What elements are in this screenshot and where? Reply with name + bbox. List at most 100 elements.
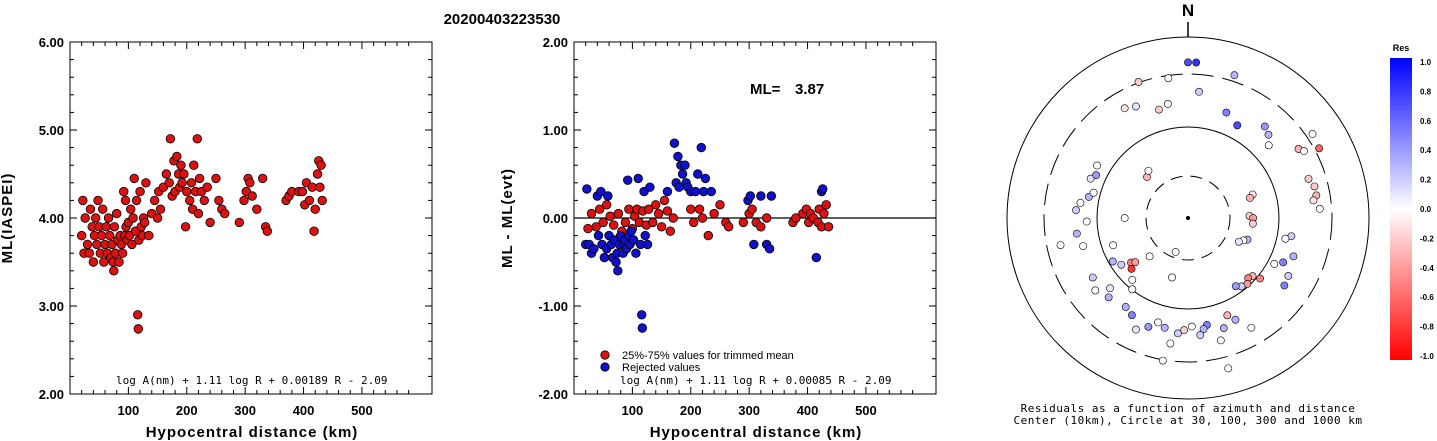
plot1-xtick-label: 400: [293, 403, 315, 418]
plot2-data-point: [706, 186, 716, 197]
plot1-data-point: [161, 169, 172, 179]
station-marker: [1260, 122, 1269, 131]
plot1-y-axis-label: ML(IASPEI): [0, 173, 16, 264]
station-marker: [1192, 58, 1201, 67]
plot1-data-point: [82, 239, 93, 250]
azimuth-map: N Residuals as a function of azimuth and…: [1006, 1, 1370, 427]
station-marker: [1127, 311, 1136, 320]
station-marker: [1279, 258, 1288, 267]
plot1-data-point: [184, 195, 195, 206]
plot2-data-point: [637, 310, 647, 320]
station-marker: [1082, 217, 1091, 226]
plot2-data-point: [589, 244, 599, 254]
plot1-data-point: [176, 160, 186, 170]
station-marker: [1224, 364, 1233, 373]
station-marker: [1106, 284, 1114, 293]
station-marker: [1174, 329, 1182, 338]
station-marker: [1309, 196, 1318, 205]
plot1-data-point: [234, 217, 245, 228]
station-marker: [1131, 258, 1140, 267]
station-marker: [1145, 252, 1154, 261]
plot1-ytick-label: 2.00: [39, 387, 64, 402]
ml-annotation-value: 3.87: [795, 81, 824, 98]
plot2-data-point: [640, 230, 650, 241]
plot1-data-point: [144, 230, 154, 241]
plot1-data-point: [211, 173, 221, 184]
plot1-data-point: [99, 257, 109, 267]
plot2-data-point: [821, 200, 831, 210]
epicenter-dot: [1186, 216, 1190, 220]
plot1-data-point: [131, 195, 142, 206]
station-marker: [1315, 204, 1324, 213]
plot2-data-point: [662, 186, 673, 197]
plot1-data-point: [189, 160, 199, 170]
colorbar-tick-label: -0.2: [1420, 234, 1434, 243]
plot1-data-point: [315, 182, 325, 192]
plot2-data-point: [645, 182, 655, 192]
plot2-data-point: [688, 217, 699, 228]
station-marker: [1247, 323, 1256, 332]
plot2-data-point: [659, 195, 670, 206]
station-marker: [1072, 229, 1081, 238]
station-marker: [1072, 206, 1080, 215]
plot1-data-point: [257, 173, 268, 184]
plot2-data-point: [644, 204, 654, 214]
plot1-data-point: [312, 169, 323, 179]
station-marker: [1222, 108, 1231, 117]
plot1-data-point: [252, 204, 262, 214]
plot2-x-axis-label: Hypocentral distance (km): [650, 424, 863, 441]
plot1-data-point: [90, 213, 101, 223]
plot2-data-point: [724, 222, 734, 232]
plot1-data-point: [129, 173, 139, 184]
colorbar-title: Res: [1393, 43, 1410, 53]
plot2-data-point: [700, 173, 711, 184]
plot1-axes: 2.00 3.00 4.00 5.00 6.00 100 200 300 400 500: [39, 35, 433, 418]
plot1-data-point: [149, 195, 160, 206]
plot2-data-point: [586, 208, 597, 219]
plot2-ytick-label: -1.00: [538, 299, 568, 314]
legend-marker-rejected: [600, 362, 610, 372]
plot1-data-point: [133, 310, 143, 320]
plot2-data-point: [623, 175, 633, 185]
plot1-data-point: [85, 204, 96, 214]
plot2-data-point: [756, 191, 766, 201]
plot1-data-point: [120, 195, 131, 206]
ring-300km: [1043, 73, 1333, 363]
plot2-data-point: [593, 230, 604, 241]
plot1-data-point: [297, 186, 308, 197]
plot2-ytick-label: -2.00: [538, 387, 568, 402]
plot2-data-point: [738, 217, 749, 228]
station-marker: [1104, 293, 1113, 302]
plot2-data-point: [605, 211, 615, 221]
station-marker: [1199, 325, 1208, 334]
plot2-data-point: [631, 248, 641, 258]
plot2-ytick-label: 2.00: [543, 35, 568, 50]
plot1-data-point: [80, 213, 90, 223]
plot2-data-point: [609, 220, 619, 230]
station-marker: [1132, 325, 1140, 334]
plot1-data-point: [245, 178, 255, 188]
plot1-data-point: [84, 248, 94, 258]
plot2-xtick-label: 100: [622, 403, 644, 418]
plot2-data-point: [583, 223, 593, 234]
station-marker: [1308, 130, 1317, 138]
plot1-data-point: [103, 213, 114, 223]
plot2-xtick-label: 500: [855, 403, 877, 418]
station-marker: [1088, 273, 1097, 282]
plot2-data-point: [603, 191, 613, 201]
plot1-data-point: [119, 186, 129, 197]
station-marker: [1284, 272, 1293, 280]
plot2-data-point: [745, 191, 756, 201]
plot1-data-point: [141, 178, 151, 188]
station-marker: [1086, 174, 1095, 183]
station-marker: [1300, 147, 1308, 155]
station-marker: [1089, 188, 1098, 197]
plot1-data-point: [180, 222, 191, 232]
plot1-data-point: [214, 195, 224, 206]
plot1-data-point: [140, 217, 150, 228]
plot1-xtick-label: 300: [234, 403, 256, 418]
plot1-data-point: [128, 213, 138, 223]
plot1-data-point: [101, 222, 111, 232]
plot1-data-point: [220, 208, 230, 219]
station-marker: [1280, 281, 1289, 290]
